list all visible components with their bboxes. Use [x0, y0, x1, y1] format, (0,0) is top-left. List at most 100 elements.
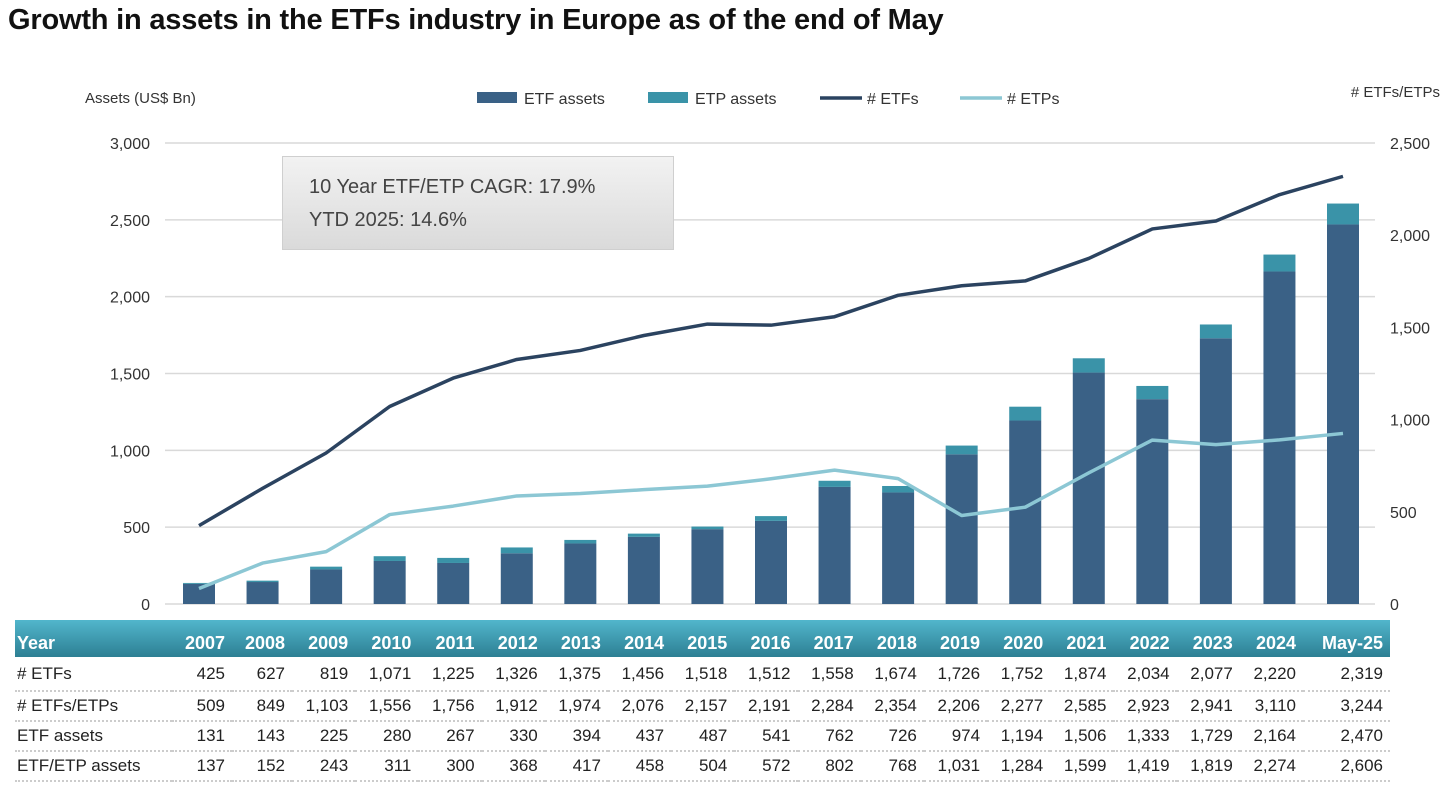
chart-title: Growth in assets in the ETFs industry in…	[8, 4, 944, 36]
table-cell: 311	[384, 756, 412, 775]
y2-axis-label: # ETFs/ETPs	[1351, 84, 1440, 101]
data-table: Year 2007 2008 2009 2010 2011 2012 2013 2014 2015…	[15, 620, 1390, 782]
table-cell: 1,912	[495, 696, 538, 715]
y-tick-label: 500	[123, 520, 150, 537]
bar-etf-assets	[183, 583, 215, 604]
cagr-callout: 10 Year ETF/ETP CAGR: 17.9% YTD 2025: 14…	[282, 156, 674, 250]
row-label: ETF assets	[17, 726, 103, 745]
table-cell: 1,512	[747, 663, 791, 683]
table-cell: 2,470	[1340, 726, 1383, 745]
y-tick-label: 2,500	[110, 213, 150, 230]
bar-etf-assets	[1327, 224, 1359, 604]
table-cell: 1,031	[937, 756, 981, 775]
bar-etp-assets	[1327, 203, 1359, 225]
table-cell: 1,819	[1190, 756, 1233, 775]
table-cell: 627	[256, 663, 285, 683]
table-cell: 504	[698, 756, 728, 775]
table-cell: 1,674	[874, 663, 917, 683]
year-header: 2019	[940, 633, 981, 653]
legend-swatch	[648, 92, 688, 103]
table-cell: 3,244	[1340, 696, 1383, 715]
row-label: ETF/ETP assets	[17, 756, 141, 775]
year-header: 2015	[687, 633, 728, 653]
table-cell: 458	[635, 756, 665, 775]
callout-cagr: 10 Year ETF/ETP CAGR: 17.9%	[309, 176, 596, 198]
table-cell: 1,071	[368, 663, 412, 683]
table-cell: 131	[196, 726, 225, 745]
bar-etp-assets	[1072, 358, 1105, 373]
table-cell: 487	[698, 726, 728, 745]
table-cell: 849	[256, 696, 285, 715]
legend-swatch	[477, 92, 517, 103]
y-tick-label: 3,000	[110, 136, 150, 153]
table-cell: 2,284	[811, 696, 854, 715]
year-header: 2022	[1129, 633, 1170, 653]
line-etfs	[198, 174, 1344, 528]
chart: 0 500 1,000 1,500 2,000 2,500 3,000 0 500 1,000 1,…	[85, 84, 1440, 614]
table-cell: 143	[256, 726, 285, 745]
table-cell: 1,756	[432, 696, 475, 715]
y2-tick-label: 0	[1390, 597, 1399, 614]
bar-etp-assets	[373, 556, 406, 561]
bar-etp-assets	[500, 547, 533, 554]
table-row: # ETFs 425 627 819 1,071 1,225 1,326 1,375 1,456…	[15, 657, 1390, 691]
year-header: 2014	[624, 633, 665, 653]
table-cell: 137	[196, 756, 225, 775]
table-cell: 394	[572, 726, 601, 745]
year-header: 2009	[308, 633, 349, 653]
y-tick-label: 0	[141, 597, 150, 614]
bar-etf-assets	[500, 553, 533, 604]
table-cell: 2,034	[1127, 663, 1170, 683]
year-label: Year	[17, 633, 56, 653]
year-header: 2023	[1192, 633, 1233, 653]
year-header: 2012	[497, 633, 538, 653]
bar-etf-assets	[310, 569, 343, 604]
year-header: May-25	[1321, 633, 1383, 653]
table-cell: 802	[825, 756, 854, 775]
bar-etf-assets	[627, 536, 660, 604]
y2-tick-label: 2,000	[1390, 228, 1430, 245]
table-cell: 1,726	[937, 663, 981, 683]
table-cell: 2,191	[747, 696, 791, 715]
table-cell: 768	[888, 756, 917, 775]
table-cell: 2,941	[1190, 696, 1233, 715]
table-cell: 1,518	[684, 663, 728, 683]
year-header: 2020	[1003, 633, 1044, 653]
table-cell: 2,077	[1190, 663, 1233, 683]
table-cell: 2,206	[937, 696, 981, 715]
bar-etp-assets	[310, 566, 343, 570]
bar-etf-assets	[1072, 372, 1105, 604]
table-cell: 425	[196, 663, 225, 683]
y-tick-label: 1,500	[110, 367, 150, 384]
table-cell: 1,284	[1000, 756, 1044, 775]
bar-etf-assets	[1136, 399, 1169, 604]
bar-etp-assets	[755, 516, 787, 521]
legend-label: ETF assets	[524, 91, 605, 108]
table-cell: 243	[319, 756, 349, 775]
table-cell: 1,752	[1000, 663, 1044, 683]
table-cell: 417	[572, 756, 601, 775]
table-cell: 2,274	[1253, 756, 1296, 775]
bar-etf-assets	[691, 529, 724, 604]
bar-etp-assets	[691, 526, 724, 530]
table-cell: 280	[383, 726, 412, 745]
table-cell: 1,506	[1063, 726, 1107, 745]
table-cell: 2,076	[621, 696, 665, 715]
legend-label: # ETFs	[867, 91, 919, 108]
bar-etf-assets	[437, 562, 470, 604]
line-etps	[198, 431, 1344, 591]
table-cell: 2,164	[1253, 726, 1296, 745]
table-cell: 1,333	[1127, 726, 1170, 745]
year-header: 2024	[1255, 633, 1296, 653]
y2-tick-label: 2,500	[1390, 136, 1430, 153]
bar-etf-assets	[755, 520, 787, 604]
table-cell: 572	[762, 756, 791, 775]
table-cell: 1,103	[305, 696, 349, 715]
table-cell: 2,277	[1000, 696, 1044, 715]
y-tick-label: 2,000	[110, 290, 150, 307]
table-header: Year 2007 2008 2009 2010 2011 2012 2013 2014 2015…	[15, 620, 1390, 657]
table-cell: 1,326	[495, 663, 538, 683]
legend-label: ETP assets	[695, 91, 777, 108]
bar-etf-assets	[1009, 420, 1042, 604]
table-cell: 2,354	[874, 696, 917, 715]
